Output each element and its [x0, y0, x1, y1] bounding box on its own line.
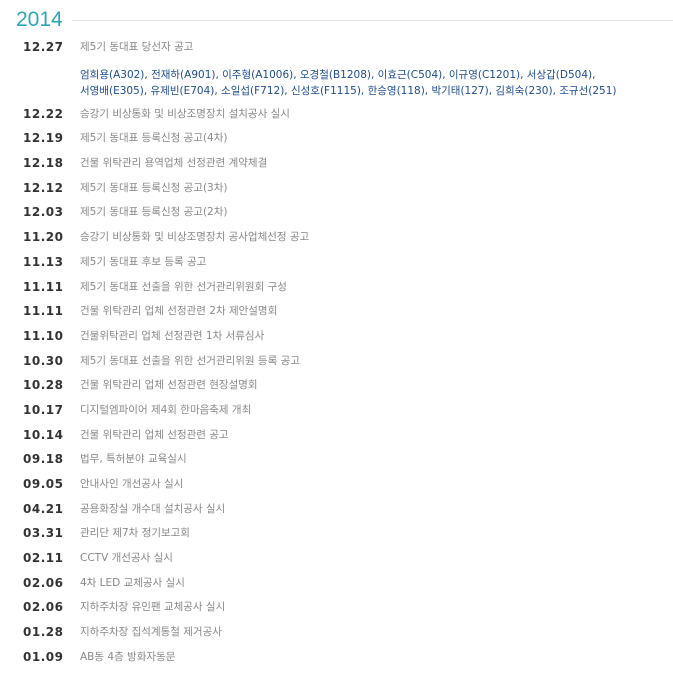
list-item: 12.19 제5기 동대표 등록신청 공고(4차) [0, 129, 673, 154]
divider [72, 20, 673, 21]
event-title: 제5기 동대표 선출을 위한 선거관리위원 등록 공고 [80, 354, 300, 367]
event-title: 제5기 동대표 등록신청 공고(4차) [80, 132, 228, 145]
list-item: 02.11 CCTV 개선공사 실시 [0, 549, 673, 574]
event-title: 제5기 동대표 등록신청 공고(3차) [80, 181, 228, 194]
list-item: 11.11 제5기 동대표 선출을 위한 선거관리위원회 구성 [0, 278, 673, 303]
event-title: 건물 위탁관리 용역업체 선정관련 계약체결 [80, 157, 268, 170]
list-item: 10.14 건물 위탁관리 업체 선정관련 공고 [0, 426, 673, 451]
event-date: 02.06 [23, 575, 64, 590]
event-title: 법무, 특허분야 교육실시 [80, 453, 187, 466]
list-item: 12.22 승강기 비상통화 및 비상조명장치 설치공사 실시 [0, 105, 673, 130]
names-line: 엄희용(A302), 전재하(A901), 이주형(A1006), 오경철(B1… [80, 68, 596, 81]
event-date: 10.30 [23, 353, 64, 368]
event-date: 02.06 [23, 600, 64, 615]
list-item: 02.06 4차 LED 교체공사 실시 [0, 574, 673, 599]
list-item: 10.30 제5기 동대표 선출을 위한 선거관리위원 등록 공고 [0, 352, 673, 377]
list-item: 12.12 제5기 동대표 등록신청 공고(3차) [0, 179, 673, 204]
event-date: 12.03 [23, 205, 64, 220]
event-title: 제5기 동대표 후보 등록 공고 [80, 255, 207, 268]
event-date: 12.12 [23, 180, 64, 195]
list-item: 01.28 지하주차장 집석계통철 제거공사 [0, 623, 673, 648]
event-title: 지하주차장 유인팬 교체공사 실시 [80, 601, 226, 614]
event-date: 12.22 [23, 106, 64, 121]
event-title: 건물 위탁관리 업체 선정관련 현장설명회 [80, 379, 258, 392]
event-date: 01.28 [23, 625, 64, 640]
list-item: 11.13 제5기 동대표 후보 등록 공고 [0, 253, 673, 278]
list-item: 09.18 법무, 특허분야 교육실시 [0, 450, 673, 475]
event-title: 승강기 비상통화 및 비상조명장치 공사업체선정 공고 [80, 231, 310, 244]
elected-names: 엄희용(A302), 전재하(A901), 이주형(A1006), 오경철(B1… [80, 67, 620, 99]
event-title: 건물 위탁관리 업체 선정관련 공고 [80, 428, 229, 441]
list-item: 01.09 AB동 4층 방화자동문 [0, 648, 673, 673]
event-date: 11.20 [23, 230, 64, 245]
event-date: 11.10 [23, 328, 64, 343]
list-item: 04.21 공용화장실 개수대 설치공사 실시 [0, 500, 673, 525]
event-date: 10.28 [23, 378, 64, 393]
event-date: 04.21 [23, 501, 64, 516]
event-title: 지하주차장 집석계통철 제거공사 [80, 626, 222, 639]
event-date: 10.17 [23, 402, 64, 417]
list-item: 11.20 승강기 비상통화 및 비상조명장치 공사업체선정 공고 [0, 228, 673, 253]
event-date: 12.18 [23, 156, 64, 171]
event-date: 11.11 [23, 279, 64, 294]
event-title: 제5기 동대표 당선자 공고 [80, 41, 194, 53]
list-item: 12.18 건물 위탁관리 용역업체 선정관련 계약체결 [0, 154, 673, 179]
event-title: 건물 위탁관리 업체 선정관련 2차 제안설명회 [80, 305, 278, 318]
event-date: 03.31 [23, 526, 64, 541]
event-title: 공용화장실 개수대 설치공사 실시 [80, 502, 226, 515]
list-item: 09.05 안내사인 개선공사 실시 [0, 475, 673, 500]
list-item: 11.10 건물위탁관리 업체 선정관련 1차 서류심사 [0, 327, 673, 352]
event-date: 12.19 [23, 131, 64, 146]
event-date: 11.13 [23, 254, 64, 269]
event-title: 제5기 동대표 선출을 위한 선거관리위원회 구성 [80, 280, 287, 293]
list-item: 12.27 제5기 동대표 당선자 공고 [0, 38, 673, 63]
list-item: 12.03 제5기 동대표 등록신청 공고(2차) [0, 203, 673, 228]
event-title: 승강기 비상통화 및 비상조명장치 설치공사 실시 [80, 107, 290, 120]
event-title: 디지털엠파이어 제4회 한마음축제 개최 [80, 403, 252, 416]
event-date: 11.11 [23, 304, 64, 319]
event-title: AB동 4층 방화자동문 [80, 650, 176, 663]
list-item: 03.31 관리단 제7차 정기보고회 [0, 524, 673, 549]
event-title: CCTV 개선공사 실시 [80, 552, 173, 565]
event-title: 제5기 동대표 등록신청 공고(2차) [80, 206, 228, 219]
event-title: 안내사인 개선공사 실시 [80, 478, 184, 490]
event-date: 02.11 [23, 551, 64, 566]
list-item: 02.06 지하주차장 유인팬 교체공사 실시 [0, 598, 673, 623]
event-date: 09.18 [23, 452, 64, 467]
event-title: 4차 LED 교체공사 실시 [80, 576, 185, 589]
list-item: 10.17 디지털엠파이어 제4회 한마음축제 개최 [0, 401, 673, 426]
event-date: 12.27 [23, 40, 64, 54]
year-heading: 2014 [16, 8, 63, 31]
list-item: 10.28 건물 위탁관리 업체 선정관련 현장설명회 [0, 376, 673, 401]
event-date: 09.05 [23, 477, 64, 491]
event-list: 12.27 제5기 동대표 당선자 공고 엄희용(A302), 전재하(A901… [0, 38, 673, 673]
list-item: 11.11 건물 위탁관리 업체 선정관련 2차 제안설명회 [0, 302, 673, 327]
names-line: 서영배(E305), 유제빈(E704), 소일섭(F712), 신성호(F11… [80, 84, 617, 97]
event-title: 건물위탁관리 업체 선정관련 1차 서류심사 [80, 329, 265, 342]
event-date: 01.09 [23, 649, 64, 664]
event-date: 10.14 [23, 427, 64, 442]
event-title: 관리단 제7차 정기보고회 [80, 527, 190, 540]
